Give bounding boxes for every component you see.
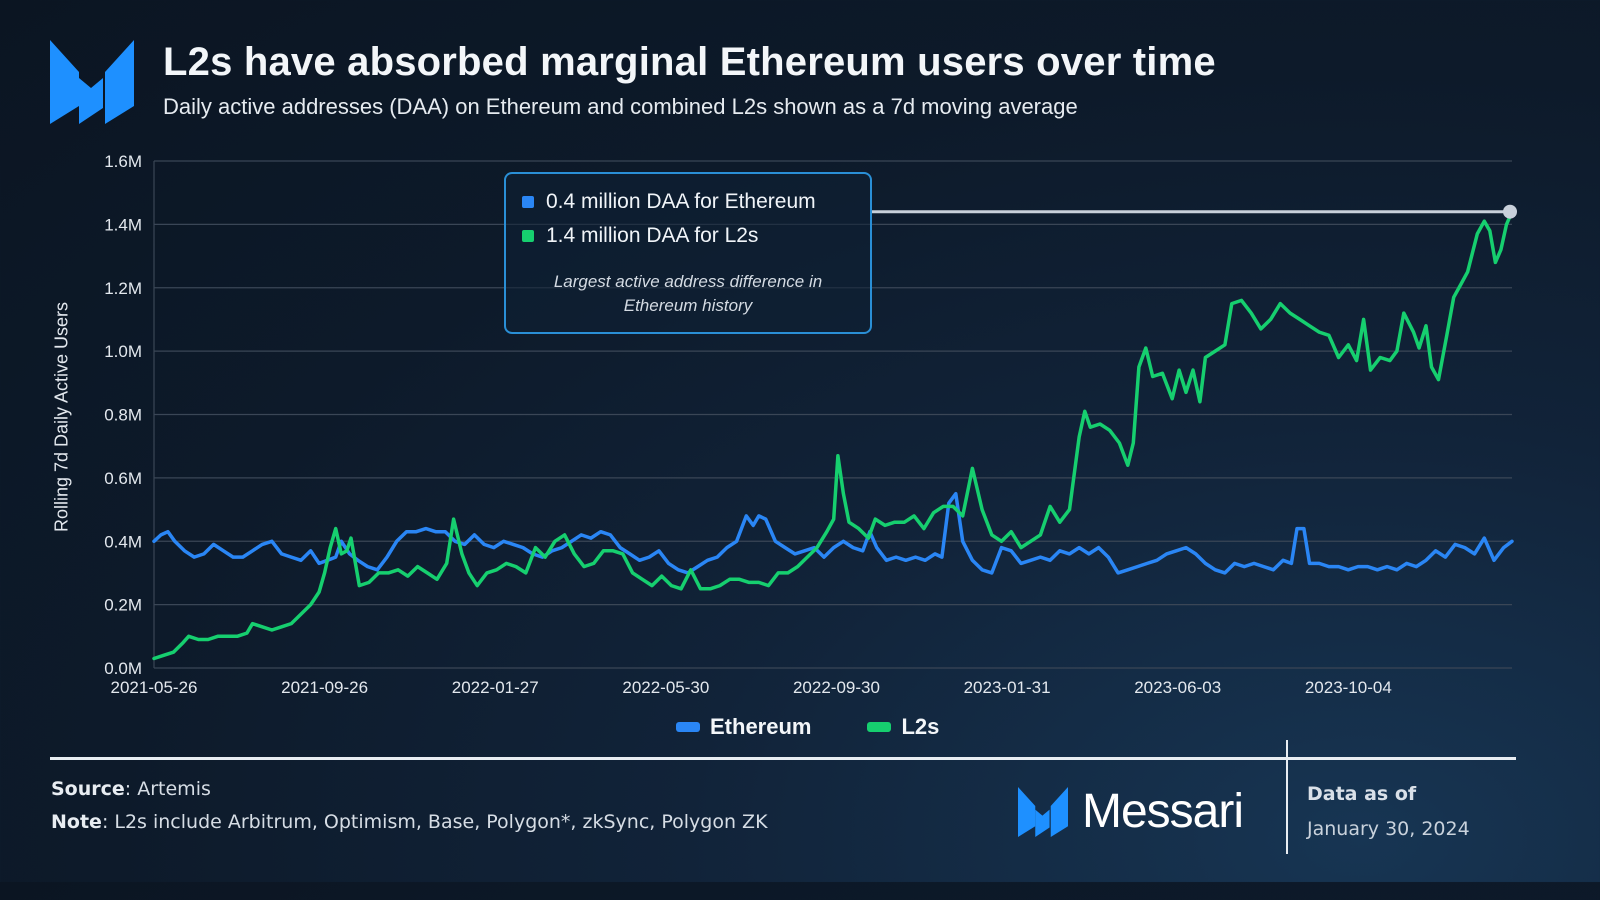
x-tick-label: 2022-01-27: [452, 678, 539, 697]
annotation-l2s-text: 1.4 million DAA for L2s: [546, 224, 759, 247]
y-tick-label: 1.6M: [104, 152, 142, 171]
x-tick-label: 2023-06-03: [1134, 678, 1221, 697]
legend-item-l2s[interactable]: L2s: [867, 714, 939, 740]
l2s-legend-swatch-icon: [867, 722, 892, 732]
annotation-row-l2s: 1.4 million DAA for L2s: [522, 224, 758, 248]
y-tick-label: 0.6M: [104, 469, 142, 488]
legend-label-l2s: L2s: [901, 714, 940, 739]
legend-label-ethereum: Ethereum: [710, 714, 812, 739]
source-value: : Artemis: [124, 778, 211, 800]
y-tick-label: 1.2M: [104, 279, 142, 298]
x-tick-label: 2021-09-26: [281, 678, 368, 697]
annotation-row-ethereum: 0.4 million DAA for Ethereum: [522, 190, 816, 214]
y-tick-label: 0.0M: [104, 659, 142, 678]
footer-source: Source: Artemis: [51, 778, 211, 800]
x-tick-label: 2022-09-30: [793, 678, 880, 697]
brand: Messari: [1018, 784, 1244, 839]
y-tick-label: 1.0M: [104, 342, 142, 361]
y-tick-label: 1.4M: [104, 215, 142, 234]
ethereum-swatch-icon: [522, 196, 534, 208]
messari-brand-logo-icon: [1018, 786, 1068, 837]
series-line-ethereum: [152, 491, 1514, 575]
y-tick-label: 0.8M: [104, 406, 142, 425]
l2s-swatch-icon: [522, 230, 534, 242]
y-tick-label: 0.4M: [104, 532, 142, 551]
x-axis-ticks: 2021-05-26 2021-09-26 2022-01-27 2022-05-30…: [111, 678, 1392, 697]
annotation-note: Largest active address difference in Eth…: [506, 270, 870, 318]
footer-vertical-divider: [1286, 740, 1288, 854]
data-as-of-date: January 30, 2024: [1307, 818, 1470, 840]
ethereum-legend-swatch-icon: [676, 722, 700, 732]
x-tick-label: 2023-10-04: [1305, 678, 1392, 697]
brand-name: Messari: [1082, 785, 1244, 838]
messari-logo-icon: [50, 40, 134, 124]
footer-note: Note: L2s include Arbitrum, Optimism, Ba…: [51, 811, 768, 833]
note-label: Note: [51, 811, 102, 833]
page-title: L2s have absorbed marginal Ethereum user…: [163, 40, 1216, 84]
y-axis-ticks: 0.0M 0.2M 0.4M 0.6M 0.8M 1.0M 1.2M 1.4M 1.6M: [104, 152, 142, 678]
annotation-note-line-1: Largest active address difference in: [553, 272, 823, 291]
x-tick-label: 2021-05-26: [111, 678, 198, 697]
source-label: Source: [51, 778, 125, 800]
line-chart: 0.0M 0.2M 0.4M 0.6M 0.8M 1.0M 1.2M 1.4M 1.6M 202…: [104, 152, 1517, 697]
annotation-box: 0.4 million DAA for Ethereum 1.4 million…: [504, 172, 872, 334]
chart-legend: Ethereum L2s: [676, 714, 939, 740]
x-tick-label: 2023-01-31: [964, 678, 1051, 697]
annotation-note-line-2: Ethereum history: [623, 296, 753, 315]
note-value: : L2s include Arbitrum, Optimism, Base, …: [101, 811, 768, 833]
y-tick-label: 0.2M: [104, 596, 142, 615]
footer-divider: [50, 757, 1516, 760]
y-axis-label: Rolling 7d Daily Active Users: [51, 301, 72, 533]
reference-marker-dot: [1503, 204, 1517, 219]
series-line-l2s: [152, 209, 1514, 661]
legend-item-ethereum[interactable]: Ethereum: [676, 714, 811, 740]
page-subtitle: Daily active addresses (DAA) on Ethereum…: [163, 94, 1078, 119]
annotation-ethereum-text: 0.4 million DAA for Ethereum: [546, 190, 816, 213]
x-tick-label: 2022-05-30: [622, 678, 709, 697]
data-as-of-label: Data as of: [1307, 783, 1417, 805]
